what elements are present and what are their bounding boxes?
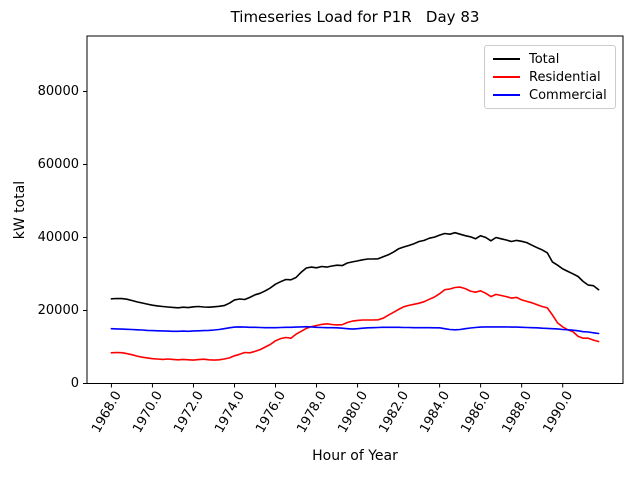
y-axis-label: kW total (12, 180, 28, 240)
x-tick-label: 1980.0 (335, 389, 371, 436)
legend-entry-total: Total (493, 50, 607, 68)
residential-line-icon (493, 76, 520, 78)
legend-label-commercial: Commercial (529, 87, 607, 103)
x-tick-label: 1986.0 (458, 389, 494, 436)
legend-entry-residential: Residential (493, 68, 607, 86)
x-tick-label: 1976.0 (253, 389, 289, 436)
series-line-total (110, 231, 600, 309)
y-tick-label: 20000 (38, 303, 79, 318)
legend-entry-commercial: Commercial (493, 86, 607, 104)
y-tick-label: 60000 (38, 157, 79, 172)
x-tick-label: 1982.0 (376, 389, 412, 436)
y-tick-label: 40000 (38, 230, 79, 245)
y-tick-label: 0 (71, 376, 79, 391)
legend-label-total: Total (529, 51, 560, 67)
series-line-commercial (110, 325, 600, 335)
axes-frame (86, 35, 624, 384)
total-line-icon (493, 58, 520, 60)
x-tick-label: 1990.0 (540, 389, 576, 436)
series-line-residential (110, 286, 600, 361)
x-tick-label: 1978.0 (294, 389, 330, 436)
x-tick-label: 1970.0 (130, 389, 166, 436)
commercial-line-icon (493, 94, 520, 96)
chart-title: Timeseries Load for P1R Day 83 (230, 8, 480, 26)
x-tick-label: 1984.0 (417, 389, 453, 436)
y-tick-label: 80000 (38, 84, 79, 99)
legend: Total Residential Commercial (484, 45, 616, 109)
x-tick-label: 1968.0 (89, 389, 125, 436)
x-tick-label: 1972.0 (171, 389, 207, 436)
x-tick-label: 1974.0 (212, 389, 248, 436)
x-axis-label: Hour of Year (312, 448, 398, 464)
legend-label-residential: Residential (529, 69, 601, 85)
x-tick-label: 1988.0 (499, 389, 535, 436)
